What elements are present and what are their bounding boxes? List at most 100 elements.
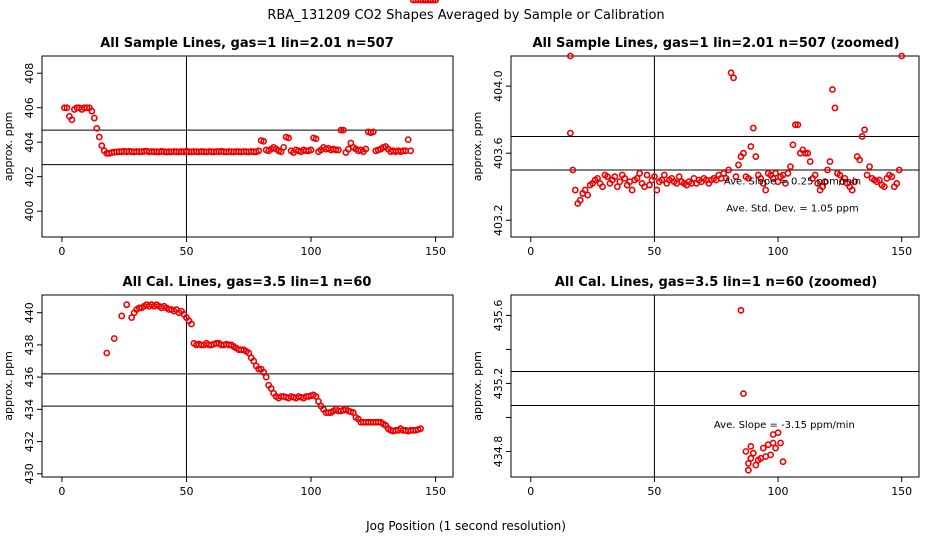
data-point — [829, 86, 836, 93]
data-point — [569, 166, 577, 174]
data-point — [285, 134, 292, 142]
data-point — [762, 186, 770, 194]
y-tick-label: 400 — [23, 201, 36, 222]
x-tick-label: 100 — [768, 245, 789, 258]
data-point — [262, 373, 270, 381]
data-point — [722, 174, 730, 182]
data-point — [841, 174, 849, 182]
data-point — [826, 158, 834, 165]
data-point — [68, 116, 76, 124]
data-point — [863, 171, 871, 179]
data-point — [675, 173, 683, 181]
x-tick-label: 150 — [425, 485, 446, 498]
data-point — [861, 126, 868, 134]
data-point — [95, 133, 103, 141]
data-point — [744, 466, 752, 474]
y-tick-label: 404.0 — [492, 70, 505, 102]
annotation-label: Ave. Slope = -3.15 ppm/min — [714, 420, 855, 431]
data-point — [422, 0, 429, 4]
data-point — [651, 173, 658, 181]
data-point — [571, 186, 579, 194]
data-point — [83, 104, 91, 112]
data-point — [774, 429, 782, 437]
data-point — [898, 52, 906, 60]
x-tick-label: 150 — [425, 245, 446, 258]
data-point — [811, 171, 819, 179]
data-point — [616, 178, 624, 186]
data-point — [769, 174, 777, 182]
x-tick-label: 50 — [647, 485, 661, 498]
data-point — [332, 146, 340, 154]
data-point — [824, 166, 831, 174]
plot-frame — [41, 55, 454, 238]
data-point — [417, 425, 425, 433]
data-point — [772, 444, 779, 452]
y-tick-label: 402 — [23, 166, 36, 187]
data-point — [653, 186, 661, 194]
data-point — [742, 448, 750, 455]
data-point — [399, 147, 407, 155]
data-point — [432, 0, 439, 4]
y-tick-label: 438 — [23, 334, 36, 355]
data-point — [893, 179, 901, 187]
data-point — [777, 439, 784, 447]
x-tick-label: 50 — [179, 245, 193, 258]
y-tick-label: 436 — [23, 367, 36, 388]
panel-title: All Cal. Lines, gas=3.5 lin=1 n=60 — [123, 275, 372, 290]
plot-frame — [510, 55, 920, 238]
data-point — [409, 0, 417, 4]
data-point — [604, 173, 611, 181]
figure-title: RBA_131209 CO2 Shapes Averaged by Sample… — [267, 8, 664, 23]
data-point — [784, 169, 792, 177]
data-point — [747, 454, 755, 462]
data-point — [369, 128, 377, 136]
data-point — [804, 149, 812, 157]
data-point — [260, 137, 268, 145]
data-point — [866, 163, 873, 171]
data-point — [730, 74, 737, 82]
data-point — [782, 179, 789, 187]
data-point — [787, 163, 794, 171]
data-point — [752, 461, 760, 469]
annotation-label: Ave. Std. Dev. = 1.05 ppm — [726, 204, 858, 215]
x-tick-label: 50 — [179, 485, 193, 498]
x-tick-label: 0 — [58, 245, 65, 258]
data-point — [566, 52, 574, 60]
data-point — [611, 173, 619, 181]
y-tick-label: 430 — [23, 463, 36, 484]
y-tick-label: 403.2 — [492, 204, 505, 236]
data-point — [576, 196, 584, 204]
data-point — [732, 173, 740, 181]
data-point — [740, 390, 747, 398]
data-point — [628, 186, 636, 194]
data-point — [660, 171, 668, 179]
data-point — [831, 104, 839, 112]
panel-title: All Sample Lines, gas=1 lin=2.01 n=507 (… — [532, 36, 899, 51]
data-point — [720, 169, 728, 177]
data-point — [407, 147, 415, 155]
data-point — [858, 133, 866, 140]
data-point — [814, 179, 822, 187]
panel-cal-lines: All Cal. Lines, gas=3.5 lin=1 n=60 0 50 10… — [2, 0, 454, 498]
y-tick-label: 440 — [23, 302, 36, 323]
data-point — [791, 121, 799, 129]
data-point — [789, 141, 797, 149]
y-tick-label: 403.6 — [492, 137, 505, 169]
y-axis-label: approx. ppm — [2, 112, 15, 182]
data-point — [414, 0, 422, 4]
data-point — [255, 147, 263, 155]
x-tick-label: 150 — [891, 245, 912, 258]
data-point — [735, 161, 742, 169]
y-tick-label: 408 — [23, 63, 36, 84]
y-tick-label: 435.2 — [492, 368, 505, 400]
data-point — [876, 176, 883, 184]
data-point — [61, 104, 68, 112]
data-point — [779, 458, 787, 466]
data-point — [339, 126, 347, 134]
data-point — [621, 174, 629, 182]
x-tick-label: 0 — [527, 485, 534, 498]
data-point — [566, 129, 574, 137]
data-point — [280, 143, 288, 151]
data-point — [767, 451, 775, 459]
data-point — [118, 312, 126, 320]
